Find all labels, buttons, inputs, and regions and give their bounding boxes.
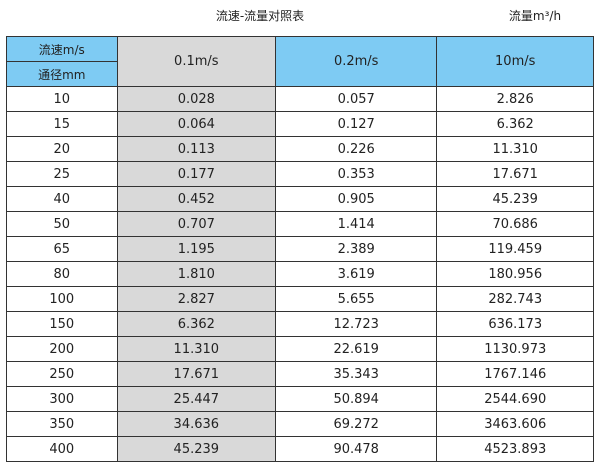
flow-cell: 282.743	[436, 286, 594, 312]
flow-cell: 6.362	[116, 311, 277, 337]
diameter-cell: 100	[6, 286, 118, 312]
flow-cell: 3.619	[275, 261, 438, 287]
flow-cell: 69.272	[275, 411, 438, 437]
table-row: 250 17.671 35.343 1767.146	[6, 361, 594, 387]
table-row: 200 11.310 22.619 1130.973	[6, 336, 594, 362]
diameter-cell: 200	[6, 336, 118, 362]
flow-cell: 70.686	[436, 211, 594, 237]
speed-header: 流速m/s	[6, 36, 118, 62]
flow-cell: 3463.606	[436, 411, 594, 437]
flow-cell: 0.028	[116, 86, 277, 112]
diameter-header: 通径mm	[6, 61, 118, 87]
flow-cell: 0.353	[275, 161, 438, 187]
diameter-cell: 40	[6, 186, 118, 212]
flow-cell: 180.956	[436, 261, 594, 287]
table-row: 80 1.810 3.619 180.956	[6, 261, 594, 287]
flow-cell: 2.827	[116, 286, 277, 312]
flow-cell: 4523.893	[436, 436, 594, 462]
flow-table: 流速m/s 0.1m/s 0.2m/s 10m/s 通径mm 10 0.028 0.…	[6, 36, 594, 462]
diameter-cell: 300	[6, 386, 118, 412]
table-row: 40 0.452 0.905 45.239	[6, 186, 594, 212]
flow-cell: 22.619	[275, 336, 438, 362]
diameter-cell: 80	[6, 261, 118, 287]
flow-cell: 11.310	[436, 136, 594, 162]
unit-label: 流量m³/h	[508, 9, 562, 23]
flow-cell: 2544.690	[436, 386, 594, 412]
table-row: 150 6.362 12.723 636.173	[6, 311, 594, 337]
table-row: 100 2.827 5.655 282.743	[6, 286, 594, 312]
flow-cell: 636.173	[436, 311, 594, 337]
flow-cell: 17.671	[436, 161, 594, 187]
flow-cell: 0.226	[275, 136, 438, 162]
diameter-cell: 150	[6, 311, 118, 337]
table-row: 15 0.064 0.127 6.362	[6, 111, 594, 137]
diameter-cell: 400	[6, 436, 118, 462]
flow-cell: 119.459	[436, 236, 594, 262]
flow-cell: 50.894	[275, 386, 438, 412]
table-row: 25 0.177 0.353 17.671	[6, 161, 594, 187]
header-row: 流速m/s 0.1m/s 0.2m/s 10m/s	[6, 36, 594, 87]
column-header: 0.2m/s	[275, 36, 438, 87]
flow-cell: 1767.146	[436, 361, 594, 387]
flow-cell: 0.452	[116, 186, 277, 212]
flow-cell: 1.195	[116, 236, 277, 262]
flow-cell: 0.057	[275, 86, 438, 112]
flow-cell: 0.127	[275, 111, 438, 137]
diameter-cell: 25	[6, 161, 118, 187]
diameter-cell: 20	[6, 136, 118, 162]
diameter-cell: 65	[6, 236, 118, 262]
diameter-cell: 250	[6, 361, 118, 387]
table-row: 300 25.447 50.894 2544.690	[6, 386, 594, 412]
table-row: 65 1.195 2.389 119.459	[6, 236, 594, 262]
table-row: 20 0.113 0.226 11.310	[6, 136, 594, 162]
table-row: 50 0.707 1.414 70.686	[6, 211, 594, 237]
flow-cell: 12.723	[275, 311, 438, 337]
flow-cell: 1.414	[275, 211, 438, 237]
table-title: 流速-流量对照表	[215, 9, 305, 23]
diameter-cell: 350	[6, 411, 118, 437]
flow-cell: 1130.973	[436, 336, 594, 362]
flow-cell: 35.343	[275, 361, 438, 387]
flow-cell: 45.239	[436, 186, 594, 212]
flow-cell: 90.478	[275, 436, 438, 462]
table-row: 10 0.028 0.057 2.826	[6, 86, 594, 112]
column-header: 0.1m/s	[116, 36, 277, 87]
flow-cell: 0.113	[116, 136, 277, 162]
flow-cell: 6.362	[436, 111, 594, 137]
flow-cell: 1.810	[116, 261, 277, 287]
flow-cell: 5.655	[275, 286, 438, 312]
flow-cell: 17.671	[116, 361, 277, 387]
flow-cell: 45.239	[116, 436, 277, 462]
table-row: 350 34.636 69.272 3463.606	[6, 411, 594, 437]
flow-cell: 2.389	[275, 236, 438, 262]
table-row: 400 45.239 90.478 4523.893	[6, 436, 594, 462]
flow-cell: 0.064	[116, 111, 277, 137]
column-header: 10m/s	[436, 36, 594, 87]
flow-cell: 34.636	[116, 411, 277, 437]
flow-cell: 2.826	[436, 86, 594, 112]
diameter-cell: 50	[6, 211, 118, 237]
flow-cell: 0.905	[275, 186, 438, 212]
flow-cell: 0.177	[116, 161, 277, 187]
header-row: 通径mm	[6, 61, 594, 87]
flow-cell: 11.310	[116, 336, 277, 362]
flow-cell: 25.447	[116, 386, 277, 412]
diameter-cell: 15	[6, 111, 118, 137]
flow-cell: 0.707	[116, 211, 277, 237]
diameter-cell: 10	[6, 86, 118, 112]
